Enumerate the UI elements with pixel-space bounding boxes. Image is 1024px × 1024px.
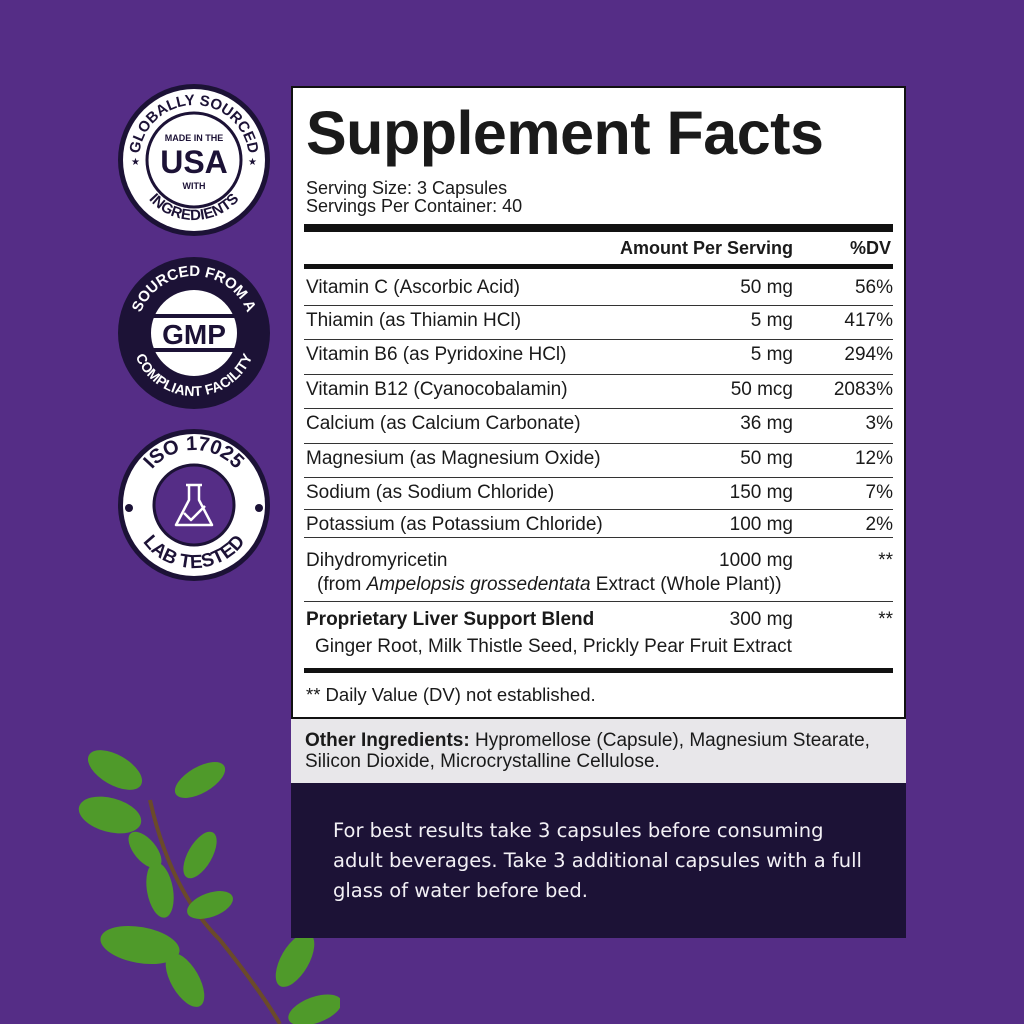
divider bbox=[304, 668, 893, 673]
nutrient-name: Calcium (as Calcium Carbonate) bbox=[306, 413, 581, 434]
nutrient-amount: 50 mg bbox=[740, 448, 793, 469]
row-divider bbox=[304, 374, 893, 375]
servings-per-container: Servings Per Container: 40 bbox=[306, 196, 523, 216]
serving-size: Serving Size: 3 Capsules bbox=[306, 178, 508, 198]
directions: For best results take 3 capsules before … bbox=[291, 783, 906, 938]
row-divider bbox=[304, 443, 893, 444]
badge-text: MADE IN THE bbox=[165, 133, 224, 143]
source-species: Ampelopsis grossedentata bbox=[366, 574, 591, 595]
nutrient-name: Vitamin B6 (as Pyridoxine HCl) bbox=[306, 344, 567, 365]
blend-name: Proprietary Liver Support Blend bbox=[306, 609, 595, 630]
badge-text: GMP bbox=[162, 319, 226, 350]
nutrient-amount: 150 mg bbox=[729, 482, 793, 503]
nutrient-amount: 100 mg bbox=[729, 514, 793, 535]
nutrient-amount: 1000 mg bbox=[719, 550, 793, 571]
blend-amount: 300 mg bbox=[729, 609, 793, 630]
nutrient-name: Vitamin B12 (Cyanocobalamin) bbox=[306, 379, 568, 400]
nutrient-dv: 2083% bbox=[833, 379, 893, 400]
other-ingredients-label: Other Ingredients: bbox=[305, 730, 470, 751]
nutrient-dv: 3% bbox=[865, 413, 893, 434]
star-icon: ★ bbox=[248, 157, 257, 168]
nutrient-name: Vitamin C (Ascorbic Acid) bbox=[306, 277, 520, 298]
nutrient-dv: ** bbox=[878, 550, 893, 571]
divider bbox=[304, 264, 893, 269]
nutrient-dv: 417% bbox=[844, 310, 893, 331]
other-ingredients-text: Hypromellose (Capsule), Magnesium Steara… bbox=[305, 730, 870, 772]
row-divider bbox=[304, 305, 893, 306]
nutrient-name: Dihydromyricetin bbox=[306, 550, 448, 571]
other-ingredients: Other Ingredients: Hypromellose (Capsule… bbox=[291, 719, 906, 783]
nutrient-dv: 2% bbox=[865, 514, 893, 535]
header-dv: %DV bbox=[849, 238, 891, 258]
nutrient-amount: 5 mg bbox=[750, 310, 793, 331]
star-icon: ★ bbox=[131, 157, 140, 168]
header-amount: Amount Per Serving bbox=[619, 238, 793, 258]
row-divider bbox=[304, 408, 893, 409]
row-divider bbox=[304, 477, 893, 478]
supplement-panel: Supplement Facts Serving Size: 3 Capsule… bbox=[291, 86, 906, 938]
nutrient-name: Thiamin (as Thiamin HCl) bbox=[306, 310, 522, 331]
gmp-badge: SOURCED FROM A COMPLIANT FACILITY GMP bbox=[118, 257, 270, 409]
blend-ingredients: Ginger Root, Milk Thistle Seed, Prickly … bbox=[315, 636, 792, 657]
dhm-source: (from Ampelopsis grossedentata Extract (… bbox=[317, 574, 904, 596]
facts-title: Supplement Facts bbox=[306, 99, 824, 167]
badge-text: WITH bbox=[183, 181, 206, 191]
supplement-facts-label: Supplement Facts Serving Size: 3 Capsule… bbox=[291, 86, 906, 719]
iso-lab-tested-badge: ISO 17025 LAB TESTED bbox=[118, 429, 270, 581]
nutrient-dv: 7% bbox=[865, 482, 893, 503]
divider bbox=[304, 224, 893, 232]
nutrient-amount: 50 mcg bbox=[730, 379, 793, 400]
blend-dv: ** bbox=[878, 609, 893, 630]
nutrient-amount: 5 mg bbox=[750, 344, 793, 365]
nutrient-dv: 12% bbox=[854, 448, 893, 469]
nutrient-dv: 294% bbox=[844, 344, 893, 365]
nutrient-amount: 36 mg bbox=[740, 413, 793, 434]
row-divider bbox=[304, 509, 893, 510]
row-divider bbox=[304, 339, 893, 340]
source-text: (from bbox=[317, 574, 367, 595]
leaves-decoration bbox=[78, 750, 340, 1024]
nutrient-name: Potassium (as Potassium Chloride) bbox=[306, 514, 603, 535]
nutrient-dv: 56% bbox=[854, 277, 893, 298]
source-text: Extract (Whole Plant)) bbox=[590, 574, 782, 595]
footnote: ** Daily Value (DV) not established. bbox=[306, 684, 596, 705]
badge-text: USA bbox=[160, 144, 228, 180]
nutrient-name: Magnesium (as Magnesium Oxide) bbox=[306, 448, 601, 469]
directions-text: For best results take 3 capsules before … bbox=[333, 819, 862, 902]
nutrient-name: Sodium (as Sodium Chloride) bbox=[306, 482, 555, 503]
nutrient-amount: 50 mg bbox=[740, 277, 793, 298]
flask-check-icon bbox=[174, 483, 214, 527]
made-in-usa-badge: GLOBALLY SOURCED INGREDIENTS MADE IN THE… bbox=[118, 84, 270, 236]
